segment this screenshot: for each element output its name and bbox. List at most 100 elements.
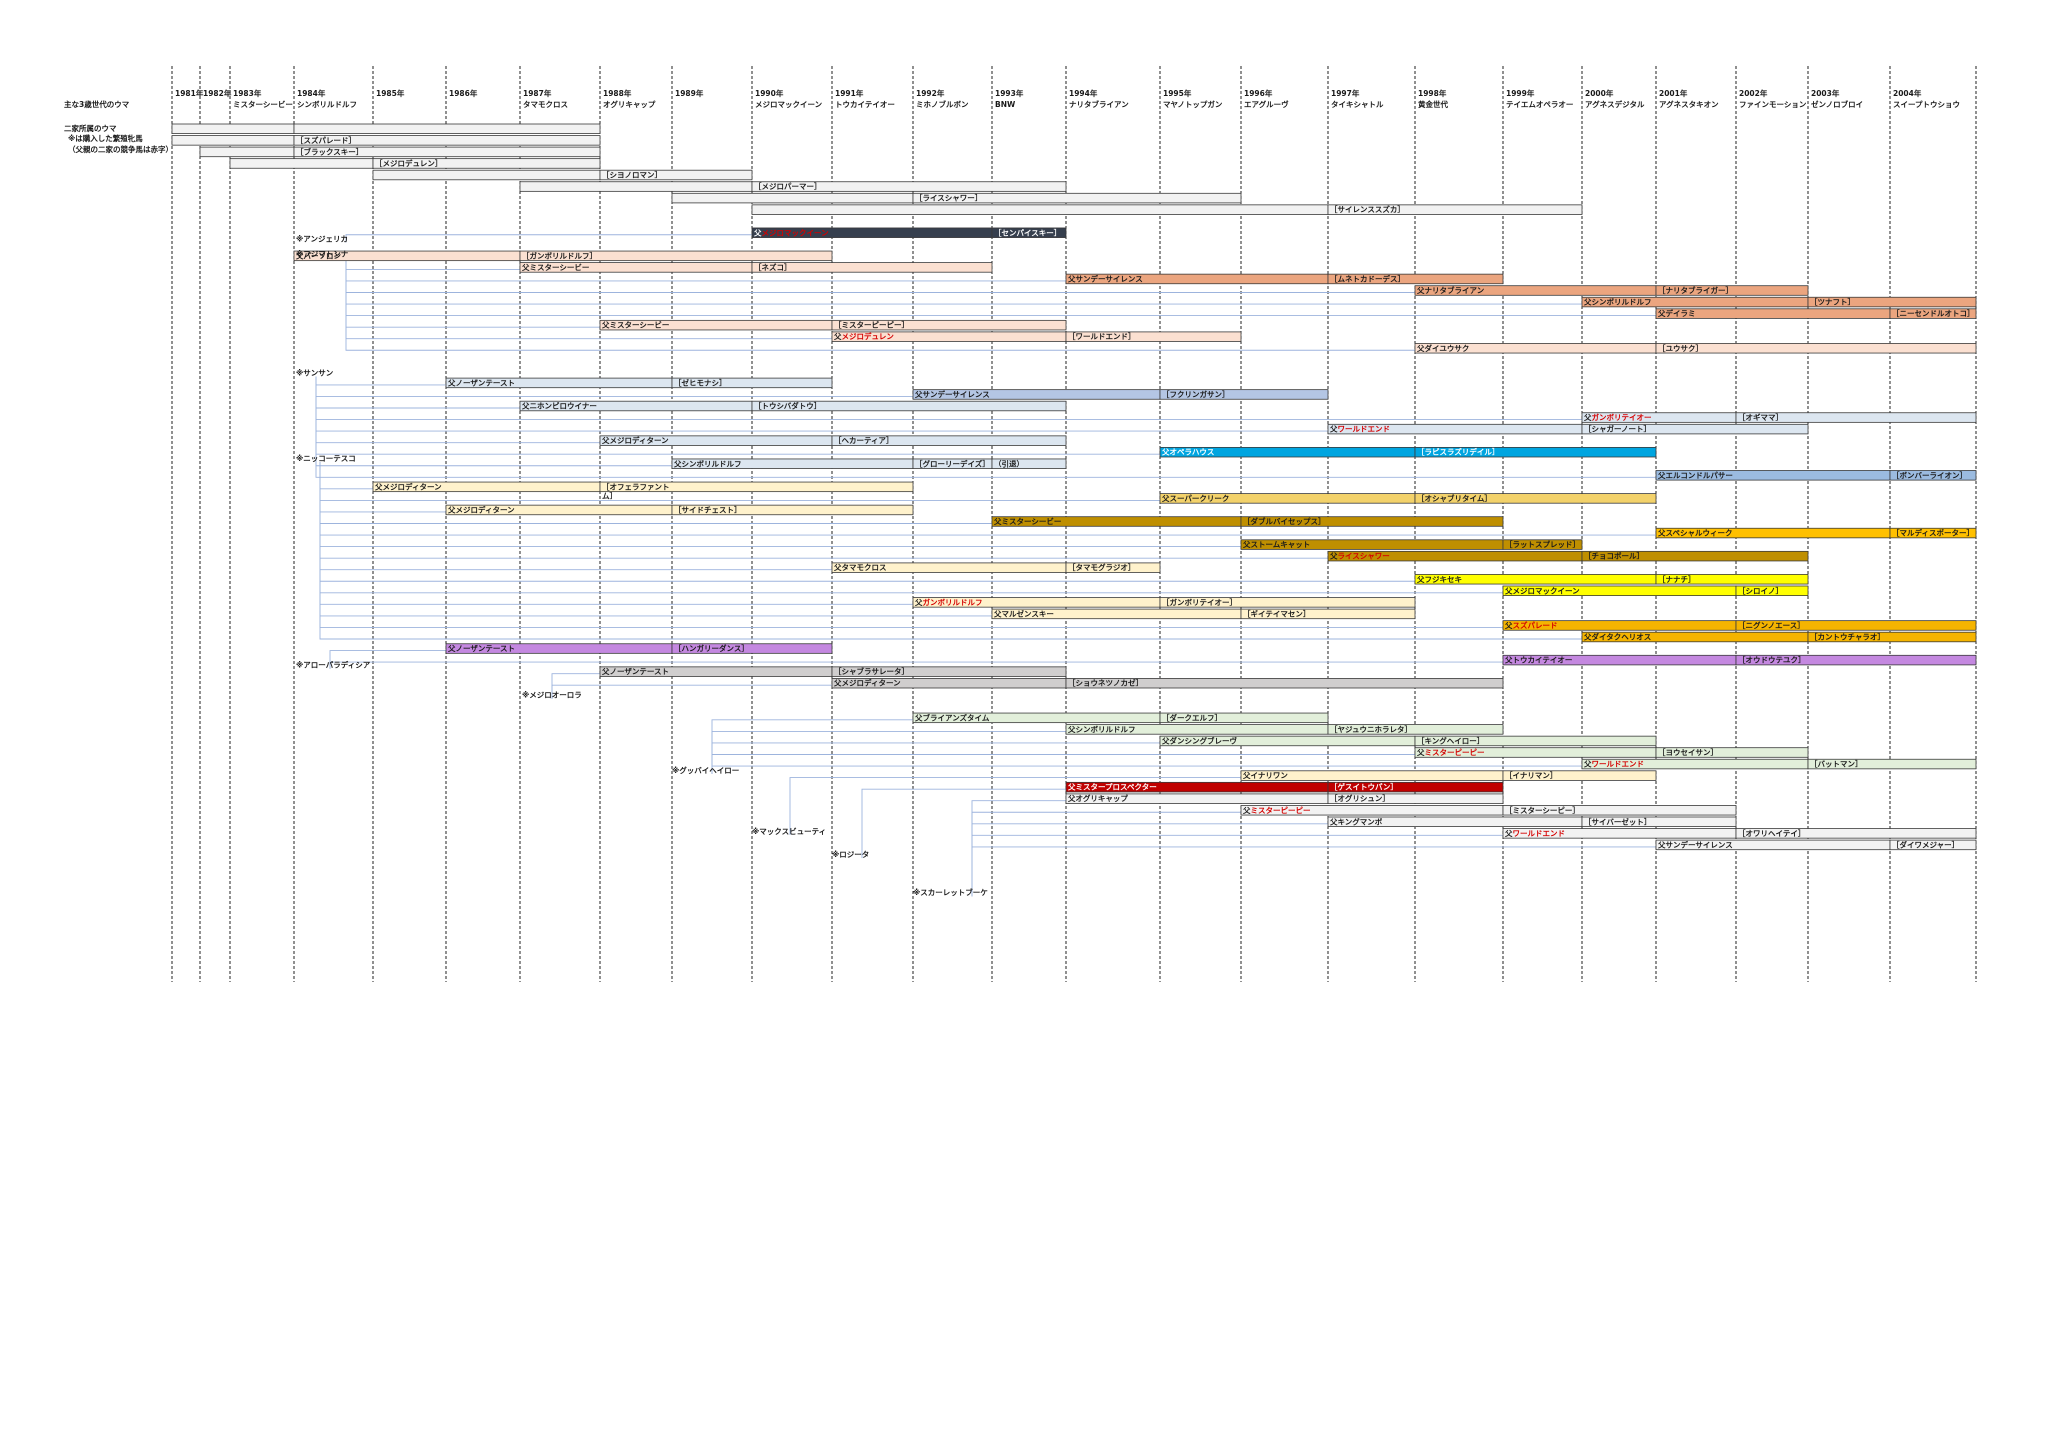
horse-name-label: ［フクリンガサン］ xyxy=(1162,389,1230,399)
horse-name-label: 父ミスターピーピー xyxy=(1242,805,1311,815)
legend-generation-label: 主な3歳世代のウマ xyxy=(64,99,130,109)
horse-name-label: 父タマモクロス xyxy=(833,562,887,572)
horse-name-label: 父サンデーサイレンス xyxy=(1067,273,1143,283)
horse-name-label: 父ブライアンズタイム xyxy=(914,712,990,722)
horse-name-label: 父メジロディターン xyxy=(833,678,901,688)
lineage-bar-segment xyxy=(1655,343,1977,354)
horse-name-label: 父イナリワン xyxy=(1242,771,1288,780)
horse-name-label: 父メジロマックイーン xyxy=(753,227,829,237)
horse-name-label: 父ワールドエンド xyxy=(1329,425,1390,434)
horse-name-label: ［ツナフト］ xyxy=(1810,297,1855,307)
horse-name-label: ［オワリヘイテイ］ xyxy=(1738,828,1805,838)
horse-name-label: 父スペシャルウィーク xyxy=(1657,528,1732,538)
lineage-bar-segment xyxy=(229,158,374,169)
lineage-bar-segment xyxy=(1065,678,1504,689)
horse-name-label: 父キングマンボ xyxy=(1329,816,1383,826)
horse-name-label: 父ガンボリテイオー xyxy=(1583,412,1652,422)
lineage-connectors xyxy=(294,234,1656,897)
foundation-mare-label: ※グッバイヘイロー xyxy=(672,765,739,775)
lineage-bar-segment xyxy=(1889,527,1977,539)
year-representative-horse: マヤノトップガン xyxy=(1163,99,1223,109)
year-label: 1983年 xyxy=(233,88,262,98)
horse-name-label: 父ノーザンテースト xyxy=(601,667,669,676)
lineage-bar-segment xyxy=(1414,446,1657,458)
lineage-connector-line xyxy=(711,730,1066,774)
horse-name-label: 父パーソロン xyxy=(295,250,341,260)
lineage-bar-segment xyxy=(831,666,1067,677)
horse-name-label: ［ミスターピーピー］ xyxy=(834,320,909,330)
year-representative-horse: スイープトウショウ xyxy=(1893,99,1960,109)
horse-name-label: 父スズパレード xyxy=(1504,620,1558,630)
horse-name-label: ［サイレンススズカ］ xyxy=(1330,204,1405,214)
foundation-mare-label: ※ロジータ xyxy=(832,849,869,859)
lineage-connector-line xyxy=(319,461,832,571)
horse-name-label: 父エルコンドルパサー xyxy=(1657,470,1733,480)
horse-name-label: ［オグリシュン］ xyxy=(1330,793,1390,803)
year-label: 1988年 xyxy=(603,88,632,98)
horse-name-label: ［ナナチ］ xyxy=(1658,574,1696,584)
year-label: 1999年 xyxy=(1506,88,1535,98)
lineage-connector-line xyxy=(315,376,446,386)
horse-name-label: ［ガンボリルドルフ］ xyxy=(522,250,597,260)
lineage-bar-segment xyxy=(1502,805,1737,816)
year-representative-horse: テイエムオペラオー xyxy=(1506,100,1573,109)
lineage-bar-segment xyxy=(831,319,1067,331)
year-label: 2002年 xyxy=(1739,88,1768,98)
horse-name-label: ［ミスターシーピー］ xyxy=(1505,805,1580,815)
lineage-bar-segment xyxy=(671,504,914,516)
year-label: 1987年 xyxy=(523,88,552,98)
year-representative-horse: オグリキャップ xyxy=(603,99,656,109)
horse-name-label: 父メジロデュレン xyxy=(833,331,894,341)
horse-name-label: 父ダイタクヘリオス xyxy=(1583,632,1651,642)
lineage-connector-line xyxy=(971,846,1656,897)
legend-purchased-note: ※は購入した繁殖牝馬 xyxy=(68,133,143,143)
horse-name-label: ［ショウネツノカゼ］ xyxy=(1068,678,1143,688)
horse-name-label: ［ダブルバイセップス］ xyxy=(1243,516,1326,526)
year-representative-horse: ナリタブライアン xyxy=(1069,99,1129,109)
horse-name-label: ［ヘカーティア］ xyxy=(834,435,894,445)
horse-name-label: ［ガンボリテイオー］ xyxy=(1162,597,1237,607)
foundation-mare-label: ※フジマトンナ xyxy=(296,250,349,259)
horse-name-label: 父メジロディターン xyxy=(601,435,669,445)
horse-name-label: 父マルゼンスキー xyxy=(993,608,1054,618)
lineage-bar-segment xyxy=(831,435,1067,446)
horse-name-label: ［ゲスイトウパン］ xyxy=(1330,782,1398,792)
lineage-bar-segment xyxy=(199,146,295,158)
horse-name-label: 父ダンシングブレーヴ xyxy=(1161,735,1237,745)
horse-name-label: ［メジロパーマー］ xyxy=(754,181,822,191)
horse-name-label: ［シヨノロマン］ xyxy=(602,170,662,180)
horse-name-label: ［ユウサク］ xyxy=(1658,343,1703,353)
lineage-bar-segment xyxy=(1807,758,1977,770)
lineage-connector-line xyxy=(319,461,1503,594)
horse-name-label: ［メジロデュレン］ xyxy=(375,158,442,168)
year-label: 1993年 xyxy=(995,88,1024,98)
horse-name-label: ［ラットスプレッド］ xyxy=(1505,539,1580,549)
horse-name-label: ［タマモグラジオ］ xyxy=(1068,562,1135,572)
year-representative-horse: ミホノブルボン xyxy=(916,99,969,109)
lineage-bar-segment xyxy=(671,192,914,204)
lineage-bar-segment xyxy=(599,481,914,493)
lineage-bar-segment xyxy=(293,123,601,135)
horse-name-label: ［ブラックスキー］ xyxy=(296,146,363,156)
lineage-bar-segment xyxy=(1735,412,1977,423)
foundation-mare-label: ※メジロオーロラ xyxy=(522,691,582,700)
lineage-bar-segment xyxy=(1735,585,1809,597)
horse-name-label: ム］ xyxy=(602,490,617,500)
lineage-bar-segment xyxy=(1327,781,1504,793)
lineage-bar-segment xyxy=(1735,654,1977,666)
horse-name-label: ［チョコボール］ xyxy=(1584,551,1644,561)
horse-name-label: 父オグリキャップ xyxy=(1067,793,1128,803)
year-representative-horse: タイキシャトル xyxy=(1331,99,1384,109)
mare-labels: ※アンジェリカ ※フジマトンナ ※サンサン ※ニッコーテスコ ※アローパラディシア ※メジ… xyxy=(296,235,988,898)
horse-name-label: 父ミスターシービー xyxy=(601,320,669,330)
horse-name-label: 父ミスターシービー xyxy=(993,516,1061,526)
lineage-bar-segment xyxy=(1889,470,1977,481)
horse-name-label: 父シンボリルドルフ xyxy=(673,458,742,468)
lineage-bar-segment xyxy=(1655,285,1809,296)
legend-family-label: 二家所属のウマ xyxy=(64,123,117,133)
lineage-bar-segment xyxy=(1889,308,1977,319)
year-representative-horse: ファインモーション xyxy=(1739,100,1807,109)
year-representative-horse: ミスターシービー xyxy=(233,99,293,109)
horse-name-label: 父ライスシャワー xyxy=(1329,552,1390,561)
